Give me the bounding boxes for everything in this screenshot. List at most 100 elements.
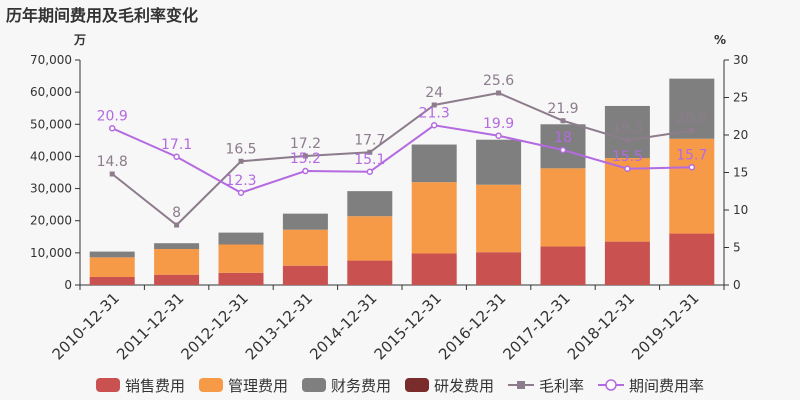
y-left-tick-label: 0 [64, 278, 72, 292]
line-point-1 [173, 153, 180, 160]
bar-segment-1 [218, 244, 264, 273]
bar-segment-0 [282, 265, 328, 285]
legend-gross-margin-icon [508, 381, 535, 389]
y-right-tick-label: 0 [733, 278, 741, 292]
y-left-tick-label: 20,000 [30, 214, 72, 228]
line-point-0 [174, 222, 180, 228]
y-right-tick-label: 25 [733, 91, 748, 105]
data-label-1: 12.3 [225, 173, 256, 189]
bar-segment-1 [89, 257, 135, 277]
legend-label-rd: 研发费用 [434, 376, 495, 395]
data-label-1: 15.5 [612, 149, 643, 165]
data-label-1: 18 [554, 130, 572, 146]
bar-segment-2 [282, 213, 328, 230]
y-left-tick-label: 60,000 [30, 85, 72, 99]
bar-segment-1 [282, 229, 328, 266]
bar-segment-2 [604, 105, 650, 159]
y-right-tick-label: 10 [733, 203, 748, 217]
x-tick-label: 2017-12-31 [499, 289, 573, 363]
legend-item-admin[interactable]: 管理费用 [198, 375, 288, 396]
line-point-1 [302, 167, 309, 175]
y-right-tick-label: 5 [733, 241, 741, 255]
chart-title: 历年期间费用及毛利率变化 [6, 6, 199, 25]
legend-item-sales[interactable]: 销售费用 [95, 375, 185, 396]
bar-segment-0 [411, 253, 457, 285]
data-label-0: 17.2 [290, 136, 321, 152]
data-label-1: 19.9 [483, 116, 514, 132]
bar-segment-2 [347, 191, 393, 217]
data-label-1: 20.9 [97, 108, 128, 124]
data-label-0: 19.3 [612, 120, 643, 136]
bar-segment-0 [669, 233, 715, 285]
line-point-0 [238, 158, 244, 164]
legend-label-expense-ratio: 期间费用率 [629, 376, 705, 395]
bar-segment-1 [540, 168, 586, 247]
bar-segment-2 [411, 144, 457, 183]
line-point-0 [689, 128, 695, 133]
line-point-1 [430, 122, 438, 129]
line-point-1 [237, 189, 245, 196]
x-tick-label: 2014-12-31 [306, 289, 380, 363]
legend-item-gross-margin[interactable]: 毛利率 [508, 375, 584, 396]
x-tick-label: 2019-12-31 [628, 289, 702, 363]
data-label-1: 15.2 [290, 151, 321, 167]
line-point-1 [624, 165, 631, 172]
x-tick-label: 2015-12-31 [371, 289, 445, 363]
y-left-tick-label: 70,000 [30, 53, 72, 67]
legend-swatch-admin [198, 378, 223, 392]
bar-segment-1 [476, 184, 522, 253]
y-left-tick-label: 10,000 [30, 246, 72, 260]
data-label-1: 15.1 [354, 152, 385, 168]
y-right-tick-label: 30 [733, 53, 748, 67]
data-label-0: 14.8 [97, 154, 128, 170]
data-label-1: 21.3 [419, 105, 450, 121]
line-series-0 [111, 91, 692, 227]
y-left-tick-label: 30,000 [30, 182, 72, 196]
legend-item-rd[interactable]: 研发费用 [405, 375, 494, 396]
bar-segment-2 [89, 251, 135, 258]
bar-segment-1 [411, 182, 457, 254]
line-point-0 [624, 137, 630, 143]
legend-label-gross-margin: 毛利率 [539, 376, 585, 395]
x-tick-label: 2012-12-31 [177, 289, 251, 363]
data-label-0: 24 [425, 85, 443, 101]
data-label-1: 17.1 [161, 137, 192, 153]
bar-segment-0 [154, 274, 200, 285]
legend-item-finance[interactable]: 财务费用 [301, 375, 391, 396]
data-label-0: 16.5 [225, 141, 256, 157]
y-left-tick-label: 50,000 [30, 117, 72, 131]
x-tick-label: 2016-12-31 [435, 289, 509, 363]
legend-item-expense-ratio[interactable]: 期间费用率 [598, 375, 704, 396]
legend: 销售费用 管理费用 财务费用 研发费用 毛利率 期间费用率 [0, 372, 800, 398]
bar-segment-0 [540, 246, 586, 285]
line-point-1 [366, 168, 374, 175]
y-right-tick-label: 20 [733, 128, 748, 142]
data-label-0: 17.7 [354, 132, 385, 148]
legend-label-finance: 财务费用 [330, 376, 391, 395]
x-tick-label: 2011-12-31 [113, 289, 187, 363]
bar-segment-1 [669, 138, 715, 234]
y-right-unit: % [714, 33, 726, 47]
line-point-0 [302, 153, 308, 159]
line-point-1 [495, 132, 502, 139]
line-point-0 [431, 102, 437, 108]
bar-segment-0 [89, 276, 135, 285]
data-label-0: 21.9 [547, 101, 578, 117]
legend-expense-ratio-icon [598, 379, 625, 391]
data-label-0: 20.6 [676, 111, 707, 127]
x-tick-label: 2010-12-31 [49, 289, 123, 363]
x-tick-label: 2013-12-31 [242, 289, 316, 363]
bar-segment-1 [154, 249, 200, 275]
line-point-0 [560, 118, 566, 124]
y-right-tick-label: 15 [733, 166, 748, 180]
bar-segment-2 [476, 139, 522, 185]
legend-swatch-finance [301, 378, 326, 392]
legend-swatch-rd [405, 378, 429, 392]
bar-segment-1 [347, 216, 393, 261]
legend-swatch-sales [95, 378, 120, 392]
bar-segment-0 [604, 241, 650, 285]
bar-segment-0 [476, 252, 522, 285]
line-point-0 [367, 149, 373, 155]
line-point-0 [109, 171, 115, 177]
